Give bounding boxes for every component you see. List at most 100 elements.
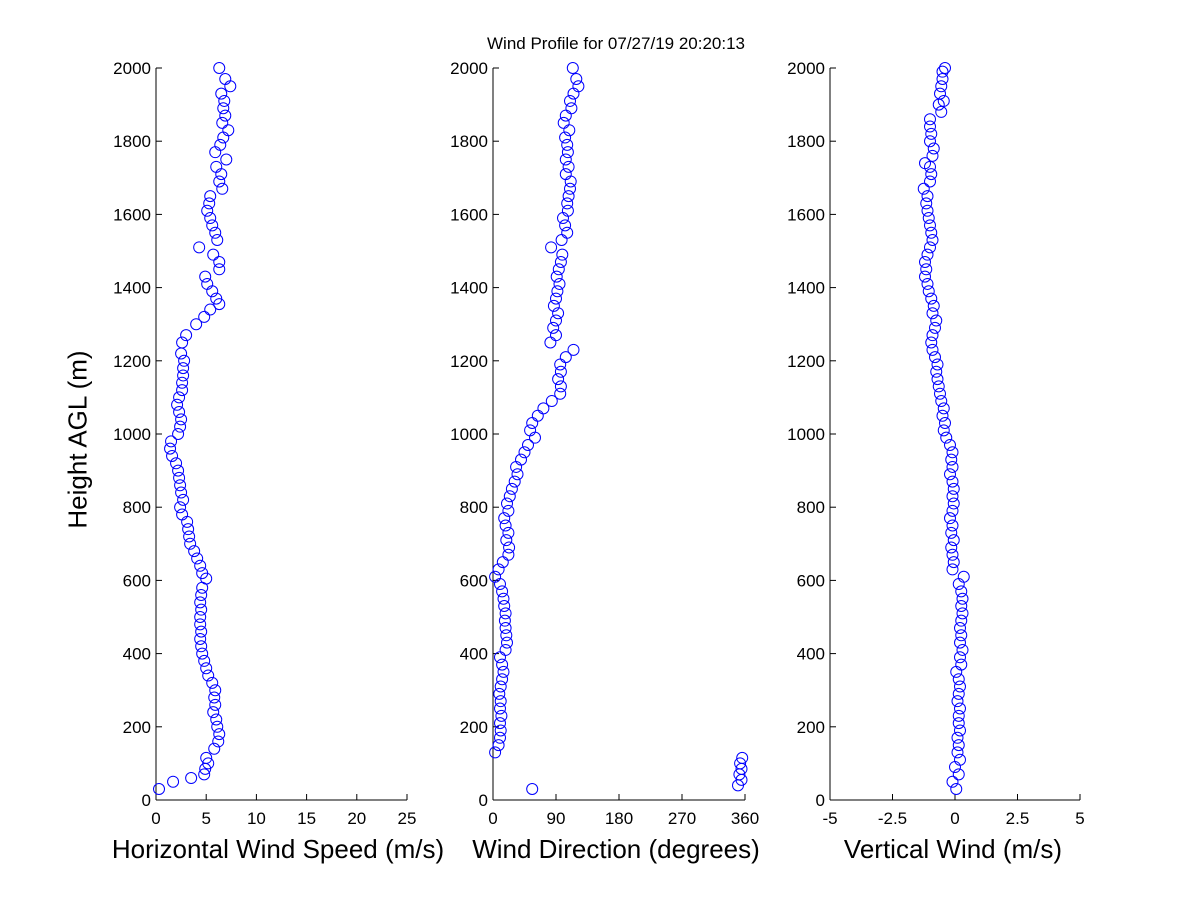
x-tick-label: 90 <box>547 809 566 828</box>
data-point <box>559 351 572 364</box>
data-point <box>936 65 949 78</box>
data-point <box>207 248 220 261</box>
data-point <box>553 277 566 290</box>
data-point <box>217 102 230 115</box>
data-point <box>494 651 506 664</box>
data-point <box>165 435 178 448</box>
data-point <box>493 687 506 700</box>
data-point <box>502 526 515 539</box>
data-point <box>939 62 951 74</box>
y-tick-label: 0 <box>479 791 488 810</box>
data-point <box>936 72 949 85</box>
data-point <box>919 270 931 283</box>
data-point <box>559 168 572 181</box>
y-tick-label: 200 <box>797 718 825 737</box>
data-point <box>176 384 189 397</box>
data-point <box>920 197 933 210</box>
data-point <box>492 739 505 752</box>
data-point <box>195 603 208 616</box>
data-point <box>204 303 217 316</box>
data-point <box>925 168 938 181</box>
data-point <box>217 131 230 144</box>
data-point <box>925 226 938 239</box>
data-point <box>956 643 969 656</box>
y-tick-label: 1800 <box>450 132 488 151</box>
y-tick-label: 0 <box>816 791 825 810</box>
y-tick-label: 2000 <box>113 59 151 78</box>
data-point <box>174 420 187 433</box>
data-point <box>213 175 226 188</box>
data-point <box>924 120 936 133</box>
x-tick-label: 0 <box>950 809 959 828</box>
data-point <box>501 497 513 510</box>
y-tick-label: 1200 <box>450 352 488 371</box>
data-point <box>567 87 580 100</box>
data-point <box>209 226 222 239</box>
data-point <box>937 424 950 437</box>
data-point <box>184 537 197 550</box>
data-point <box>952 717 965 730</box>
data-point <box>552 373 565 386</box>
data-point <box>216 116 229 129</box>
y-tick-label: 400 <box>797 645 825 664</box>
data-point <box>215 87 228 100</box>
data-point <box>211 234 224 247</box>
data-point <box>946 446 959 459</box>
data-point <box>208 691 221 704</box>
data-point <box>188 545 201 558</box>
y-tick-label: 1600 <box>787 205 825 224</box>
y-tick-label: 600 <box>797 571 825 590</box>
data-point <box>494 717 506 730</box>
data-point <box>950 783 963 796</box>
data-point <box>508 475 521 488</box>
data-point <box>175 347 188 360</box>
data-point <box>545 241 558 254</box>
data-point <box>946 490 959 503</box>
data-point <box>545 395 558 408</box>
data-point <box>212 735 225 748</box>
data-point <box>176 336 189 349</box>
data-point <box>198 654 211 667</box>
figure-title: Wind Profile for 07/27/19 20:20:13 <box>487 34 745 53</box>
data-point <box>171 398 184 411</box>
data-point <box>921 204 934 217</box>
data-point <box>550 270 563 283</box>
data-point <box>946 519 959 532</box>
data-point <box>510 460 523 473</box>
data-point <box>956 592 969 605</box>
data-point <box>572 80 585 93</box>
data-point <box>180 329 193 342</box>
y-tick-label: 800 <box>123 498 151 517</box>
data-point <box>224 80 237 93</box>
data-point <box>195 589 208 602</box>
data-point <box>570 72 583 85</box>
data-point <box>936 409 949 422</box>
data-point <box>500 534 513 547</box>
data-point <box>496 673 509 686</box>
x-tick-label: 5 <box>201 809 210 828</box>
horizontal-wind-speed-panel: 0 200 400 600 800 1000 1200 1400 1600 1800 2000 0 5 1… <box>113 59 416 828</box>
data-point <box>198 768 211 781</box>
data-point <box>499 607 512 620</box>
data-point <box>219 72 232 85</box>
x-tick-label: -5 <box>822 809 837 828</box>
data-point <box>554 380 567 393</box>
data-point <box>921 190 934 203</box>
data-point <box>564 182 576 195</box>
data-point <box>926 343 939 356</box>
data-point <box>172 428 185 440</box>
data-point <box>924 135 936 148</box>
data-point <box>946 504 959 517</box>
data-point <box>209 698 222 711</box>
data-point <box>524 424 537 437</box>
data-point <box>201 277 214 290</box>
data-point <box>550 292 562 305</box>
data-point <box>175 413 188 426</box>
data-point <box>185 772 198 785</box>
data-point <box>934 387 946 400</box>
data-point <box>183 530 196 543</box>
data-point <box>924 219 936 232</box>
data-point <box>191 552 204 565</box>
data-point <box>176 508 189 521</box>
data-point <box>926 234 939 247</box>
